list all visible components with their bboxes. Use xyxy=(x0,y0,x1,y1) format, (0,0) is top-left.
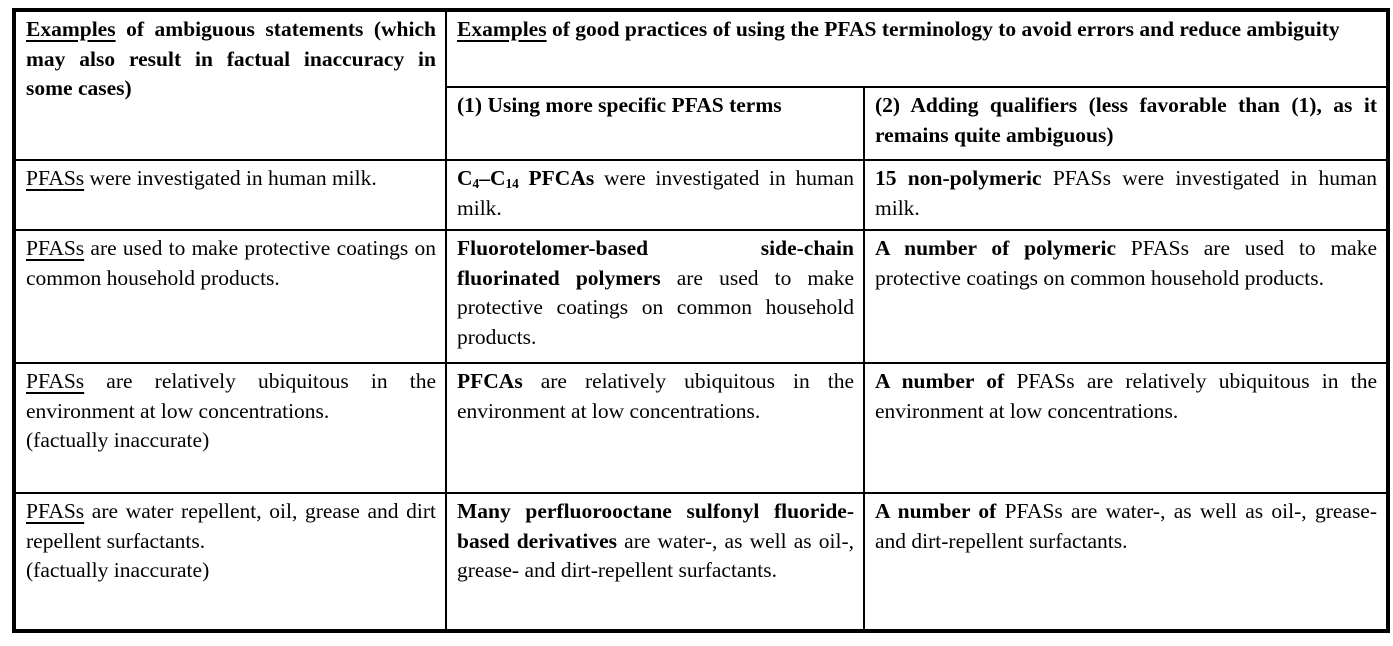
table-row: PFASs were investigated in human milk. C… xyxy=(13,159,1390,231)
header-cell-good-practices: Examples of good practices of using the … xyxy=(444,9,1390,88)
cell-r3-qualifier: A number of PFASs are relatively ubiquit… xyxy=(862,362,1390,494)
cell-r1-ambiguous: PFASs were investigated in human milk. xyxy=(13,159,447,231)
header-row-top: Examples of ambiguous statements (which … xyxy=(13,9,1390,161)
cell-r2-specific: Fluorotelomer-based side-chain fluorinat… xyxy=(445,229,865,364)
cell-r1-qualifier: 15 non-polymeric PFASs were investigated… xyxy=(862,159,1390,231)
header-cell-specific-terms: (1) Using more specific PFAS terms xyxy=(445,86,865,161)
pfas-terminology-table: Examples of ambiguous statements (which … xyxy=(12,8,1391,633)
cell-r4-qualifier: A number of PFASs are water-, as well as… xyxy=(862,492,1390,632)
table-row: PFASs are relatively ubiquitous in the e… xyxy=(13,362,1390,494)
table-row: PFASs are water repellent, oil, grease a… xyxy=(13,492,1390,632)
table-row: PFASs are used to make protective coatin… xyxy=(13,229,1390,364)
cell-r4-specific: Many perfluorooctane sulfonyl fluoride-b… xyxy=(445,492,865,632)
header-cell-ambiguous-statements: Examples of ambiguous statements (which … xyxy=(13,9,447,161)
cell-r3-ambiguous: PFASs are relatively ubiquitous in the e… xyxy=(13,362,447,494)
cell-r4-ambiguous: PFASs are water repellent, oil, grease a… xyxy=(13,492,447,632)
cell-r2-ambiguous: PFASs are used to make protective coatin… xyxy=(13,229,447,364)
cell-r3-specific: PFCAs are relatively ubiquitous in the e… xyxy=(445,362,865,494)
header-cell-adding-qualifiers: (2) Adding qualifiers (less favorable th… xyxy=(862,86,1390,161)
cell-r2-qualifier: A number of polymeric PFASs are used to … xyxy=(862,229,1390,364)
header-row-sub: (1) Using more specific PFAS terms (2) A… xyxy=(14,86,1390,161)
pfas-terminology-table-container: Examples of ambiguous statements (which … xyxy=(12,8,1391,633)
cell-r1-specific: C4–C14 PFCAs were investigated in human … xyxy=(445,159,865,231)
